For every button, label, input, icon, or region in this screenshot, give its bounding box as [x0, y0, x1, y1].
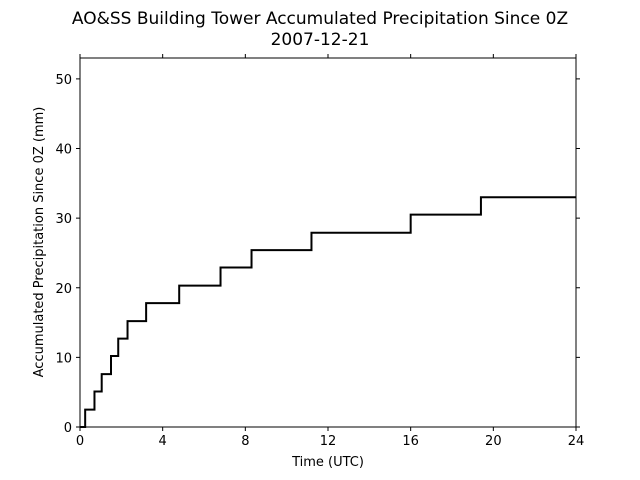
y-tick-label-20: 20: [55, 282, 72, 297]
y-tick-label-30: 30: [55, 212, 72, 227]
x-tick-label-20: 20: [485, 434, 502, 449]
x-tick-label-0: 0: [76, 434, 84, 449]
x-tick-label-4: 4: [159, 434, 167, 449]
x-tick-label-16: 16: [402, 434, 419, 449]
y-tick-label-40: 40: [55, 143, 72, 158]
x-tick-label-8: 8: [241, 434, 249, 449]
x-tick-label-12: 12: [320, 434, 337, 449]
plot-frame: [79, 57, 577, 428]
x-tick-label-24: 24: [568, 434, 585, 449]
axis-ticks: 0 4 8 12 16 20 24 0 10 20 30 40 50: [55, 54, 584, 449]
plot-area: [80, 58, 576, 427]
chart-subtitle: 2007-12-21: [271, 30, 370, 50]
chart-title: AO&SS Building Tower Accumulated Precipi…: [72, 9, 568, 29]
y-tick-label-50: 50: [55, 73, 72, 88]
data-series: [80, 196, 576, 428]
y-tick-label-10: 10: [55, 351, 72, 366]
y-axis-label: Accumulated Precipitation Since 0Z (mm): [32, 107, 47, 378]
y-tick-label-0: 0: [64, 421, 72, 436]
precipitation-step-line-0: [80, 196, 576, 428]
x-axis-label: Time (UTC): [291, 455, 364, 470]
